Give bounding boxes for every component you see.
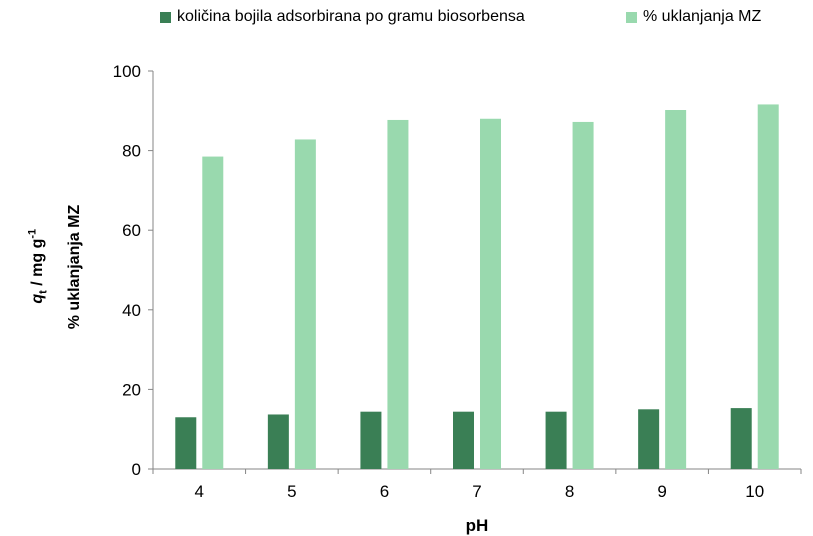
bar-series-1 <box>360 411 382 469</box>
bar-series-2 <box>387 119 409 469</box>
bar-series-2 <box>757 104 779 469</box>
legend-item-series-2: % uklanjanja MZ <box>626 8 761 26</box>
x-tick-label: 8 <box>565 482 574 501</box>
bar-series-1 <box>545 411 567 469</box>
y-tick-label: 20 <box>122 380 141 399</box>
legend-item-series-1: količina bojila adsorbirana po gramu bio… <box>160 8 525 26</box>
legend-label-series-2: % uklanjanja MZ <box>643 8 762 25</box>
y-tick-label: 100 <box>113 62 141 81</box>
legend-swatch-series-2 <box>626 11 637 23</box>
x-tick-label: 10 <box>745 482 764 501</box>
bar-series-2 <box>665 110 687 469</box>
bar-series-2 <box>480 118 501 469</box>
bar-series-1 <box>175 417 197 469</box>
x-tick-label: 6 <box>380 482 389 501</box>
y-tick-label: 60 <box>122 221 141 240</box>
legend-swatch-series-1 <box>160 11 171 23</box>
legend-label-series-1: količina bojila adsorbirana po gramu bio… <box>177 8 525 25</box>
x-tick-label: 9 <box>657 482 666 501</box>
bar-series-2 <box>294 139 316 469</box>
bar-series-2 <box>202 156 224 469</box>
y-tick-label: 80 <box>122 142 141 161</box>
bar-series-1 <box>638 409 660 469</box>
bar-series-2 <box>572 121 594 469</box>
x-tick-label: 7 <box>472 482 481 501</box>
y-tick-label: 0 <box>132 460 141 479</box>
x-axis-title: pH <box>466 516 489 535</box>
y-tick-label: 40 <box>122 301 141 320</box>
x-tick-label: 5 <box>287 482 296 501</box>
bar-series-1 <box>730 408 752 469</box>
bar-series-1 <box>267 414 289 469</box>
x-tick-label: 4 <box>195 482 204 501</box>
bar-series-1 <box>453 411 474 469</box>
